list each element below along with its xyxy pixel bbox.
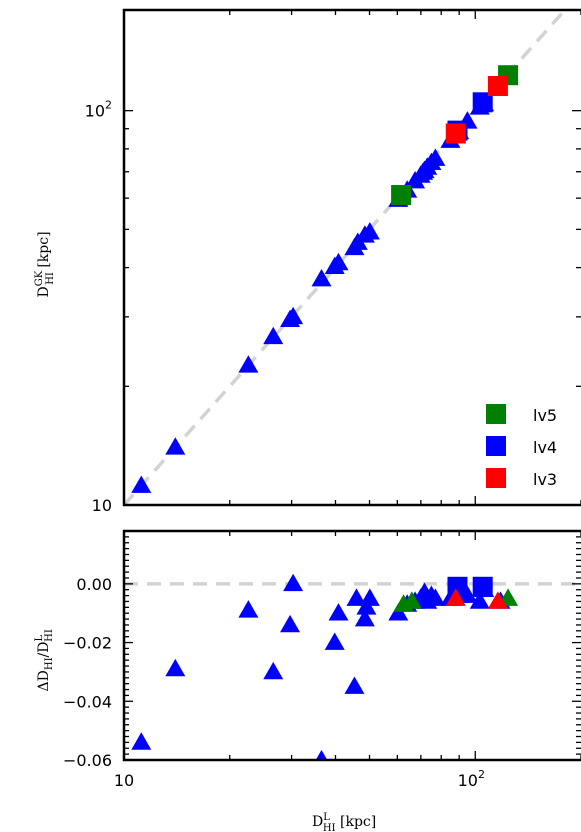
- data-point-triangle: [401, 591, 422, 609]
- y-tick-label: −0.04: [63, 692, 112, 711]
- y-axis-label-text: ΔDHI/DLHI: [34, 629, 55, 691]
- data-point-triangle: [346, 588, 367, 606]
- data-point-triangle: [283, 306, 304, 325]
- legend-label: lv3: [533, 470, 557, 489]
- data-point-triangle: [469, 591, 490, 609]
- data-point-triangle: [425, 148, 446, 166]
- data-point-triangle: [263, 326, 284, 345]
- data-point-square: [472, 92, 493, 113]
- data-point-triangle: [359, 222, 380, 240]
- data-point-triangle: [131, 732, 152, 750]
- legend-swatch: [486, 436, 506, 456]
- y-axis-label-bottom: ΔDHI/DLHI: [34, 629, 55, 691]
- data-point-square: [447, 576, 468, 597]
- y-tick-label: 0.00: [76, 575, 112, 594]
- top-panel: lv5 lv4 lv3: [122, 8, 581, 507]
- top-panel-frame: [122, 8, 581, 507]
- legend-label: lv4: [533, 438, 557, 457]
- bottom-panel: [122, 529, 581, 762]
- data-point-triangle: [165, 437, 186, 455]
- x-tick-label: 10: [114, 771, 134, 790]
- data-point-triangle: [283, 573, 304, 592]
- data-point-triangle: [344, 676, 365, 694]
- legend-swatch: [486, 404, 506, 424]
- y-axis-label-text: DGKHI [kpc]: [34, 231, 56, 297]
- data-point-triangle: [311, 269, 332, 287]
- y-tick-label: 102: [85, 99, 112, 121]
- data-point-square: [487, 75, 508, 96]
- data-point-triangle: [280, 614, 301, 633]
- data-point-triangle: [354, 608, 375, 627]
- data-point-square: [445, 123, 466, 144]
- legend-swatch: [486, 468, 506, 488]
- data-point-triangle: [356, 597, 377, 615]
- data-point-triangle: [328, 603, 349, 621]
- legend: lv5 lv4 lv3: [486, 404, 557, 489]
- data-point-triangle: [388, 603, 409, 621]
- data-point-square: [472, 576, 493, 597]
- data-point-triangle: [324, 632, 345, 650]
- data-point-triangle: [425, 588, 446, 606]
- data-point-triangle: [487, 591, 508, 609]
- x-axis-label: DL HI [kpc]: [312, 812, 376, 832]
- data-point-triangle: [315, 749, 328, 760]
- data-point-triangle: [238, 355, 259, 373]
- legend-label: lv5: [533, 406, 557, 425]
- data-point-square: [391, 185, 412, 206]
- data-point-triangle: [359, 588, 380, 606]
- y-tick-label: 10: [92, 496, 112, 515]
- y-tick-label: −0.02: [63, 634, 112, 653]
- data-point-triangle: [131, 475, 152, 493]
- data-point-triangle: [238, 600, 259, 618]
- data-point-triangle: [165, 658, 186, 677]
- data-point-triangle: [263, 661, 284, 680]
- y-tick-label: −0.06: [63, 751, 112, 770]
- data-point-triangle: [328, 252, 349, 271]
- data-point-triangle: [445, 588, 466, 606]
- x-tick-label: 102: [458, 768, 485, 790]
- y-axis-label-top: DGKHI [kpc]: [34, 231, 56, 297]
- bottom-panel-frame: [122, 529, 581, 762]
